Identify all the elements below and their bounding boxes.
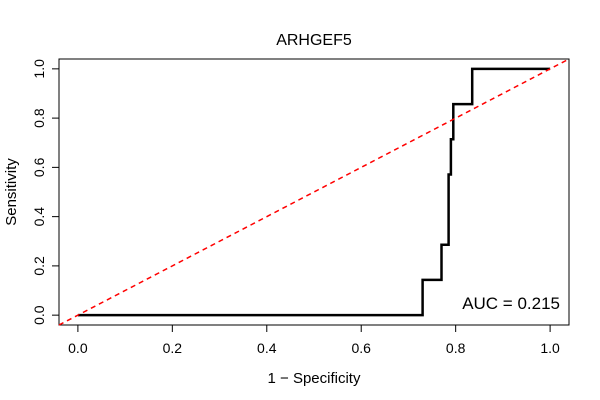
y-tick-label: 0.8: [31, 108, 47, 128]
x-tick-label: 0.4: [257, 340, 277, 356]
series-layer: [58, 58, 570, 326]
x-tick-label: 0.2: [163, 340, 183, 356]
chart-title: ARHGEF5: [276, 32, 352, 49]
x-tick-label: 1.0: [540, 340, 560, 356]
x-axis-label: 1 − Specificity: [268, 370, 361, 387]
auc-annotation: AUC = 0.215: [462, 294, 560, 313]
x-tick-label: 0.0: [68, 340, 88, 356]
y-tick-label: 0.4: [31, 207, 47, 227]
y-tick-label: 0.6: [31, 157, 47, 177]
x-tick-label: 0.6: [351, 340, 371, 356]
x-axis: 0.0 0.2 0.4 0.6 0.8 1.0: [68, 324, 560, 356]
y-tick-label: 0.0: [31, 305, 47, 325]
reference-diagonal-line: [58, 58, 570, 326]
y-axis-label: Sensitivity: [3, 158, 20, 226]
x-tick-label: 0.8: [446, 340, 466, 356]
y-tick-label: 1.0: [31, 59, 47, 79]
y-axis: 0.0 0.2 0.4 0.6 0.8 1.0: [31, 59, 60, 325]
y-tick-label: 0.2: [31, 256, 47, 276]
roc-curve-line: [77, 67, 551, 317]
